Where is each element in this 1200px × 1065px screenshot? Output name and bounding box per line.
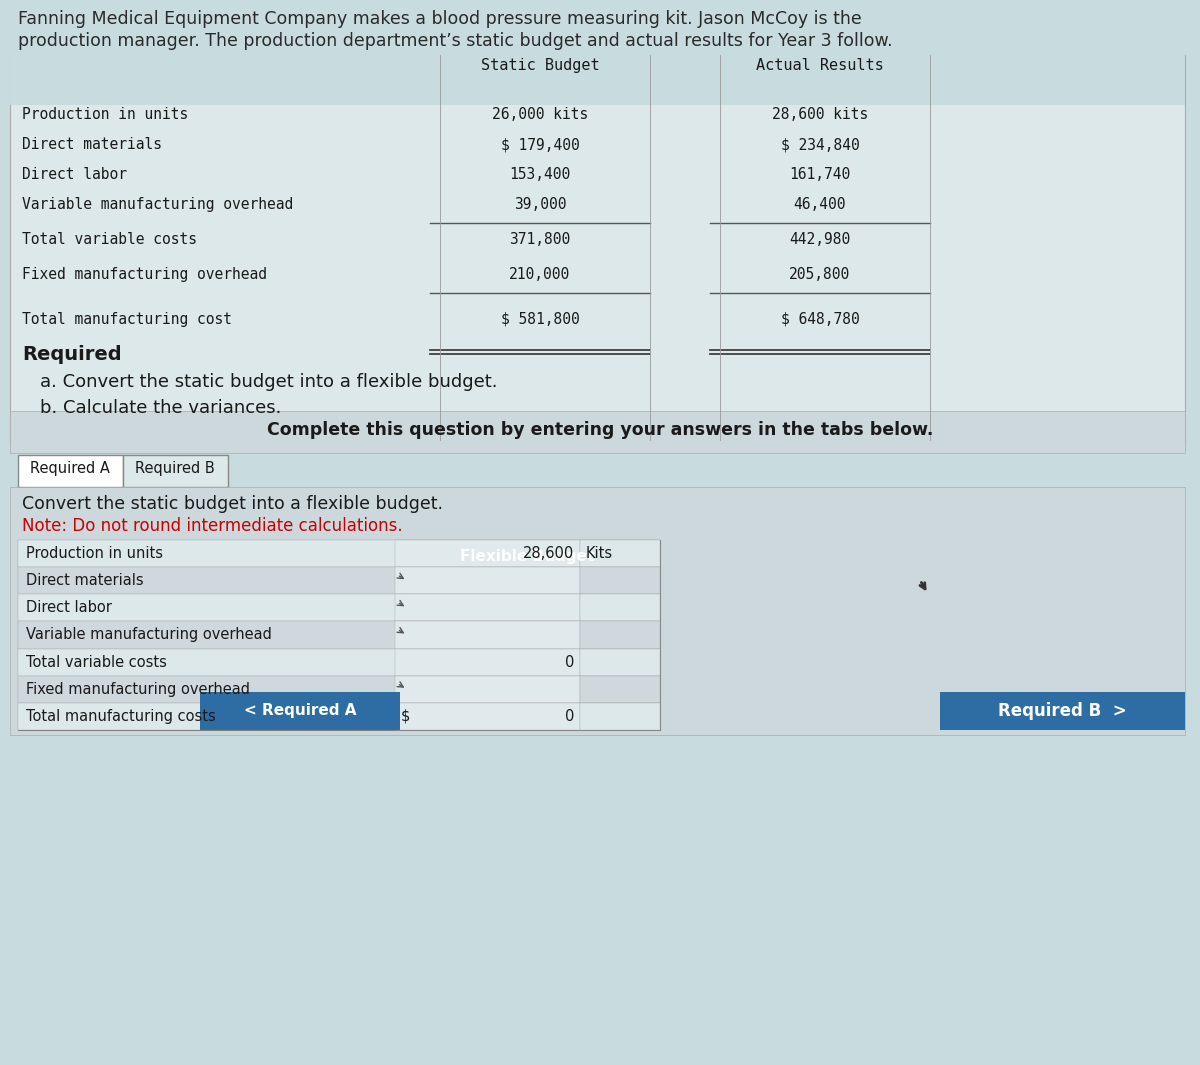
FancyBboxPatch shape bbox=[200, 692, 400, 730]
FancyBboxPatch shape bbox=[395, 540, 580, 568]
Text: Fanning Medical Equipment Company makes a blood pressure measuring kit. Jason Mc: Fanning Medical Equipment Company makes … bbox=[18, 10, 862, 28]
Text: Production in units: Production in units bbox=[22, 106, 188, 122]
Text: 210,000: 210,000 bbox=[509, 267, 571, 282]
Text: < Required A: < Required A bbox=[244, 704, 356, 719]
FancyBboxPatch shape bbox=[10, 55, 1186, 105]
Text: a. Convert the static budget into a flexible budget.: a. Convert the static budget into a flex… bbox=[40, 373, 498, 391]
Text: Production in units: Production in units bbox=[26, 546, 163, 561]
Text: 28,600: 28,600 bbox=[523, 546, 574, 561]
Text: Static Budget: Static Budget bbox=[481, 58, 599, 73]
Text: b. Calculate the variances.: b. Calculate the variances. bbox=[40, 399, 281, 417]
Text: Total manufacturing cost: Total manufacturing cost bbox=[22, 312, 232, 327]
Text: 39,000: 39,000 bbox=[514, 197, 566, 212]
FancyBboxPatch shape bbox=[124, 455, 228, 487]
FancyBboxPatch shape bbox=[10, 55, 1186, 445]
FancyBboxPatch shape bbox=[18, 703, 660, 730]
Text: Required B: Required B bbox=[136, 461, 215, 476]
Text: 28,600 kits: 28,600 kits bbox=[772, 106, 868, 122]
FancyBboxPatch shape bbox=[18, 594, 660, 622]
Text: $ 581,800: $ 581,800 bbox=[500, 312, 580, 327]
Text: Kits: Kits bbox=[586, 546, 613, 561]
FancyBboxPatch shape bbox=[395, 649, 580, 675]
Text: Variable manufacturing overhead: Variable manufacturing overhead bbox=[26, 627, 272, 642]
FancyBboxPatch shape bbox=[580, 540, 660, 568]
FancyBboxPatch shape bbox=[395, 594, 580, 622]
FancyBboxPatch shape bbox=[395, 622, 580, 649]
Text: Convert the static budget into a flexible budget.: Convert the static budget into a flexibl… bbox=[22, 495, 443, 513]
Text: 46,400: 46,400 bbox=[793, 197, 846, 212]
Text: Complete this question by entering your answers in the tabs below.: Complete this question by entering your … bbox=[266, 421, 934, 439]
Text: 371,800: 371,800 bbox=[509, 232, 571, 247]
FancyBboxPatch shape bbox=[580, 594, 660, 622]
Text: Required: Required bbox=[22, 345, 121, 364]
Text: Note: Do not round intermediate calculations.: Note: Do not round intermediate calculat… bbox=[22, 517, 403, 535]
Text: $ 648,780: $ 648,780 bbox=[781, 312, 859, 327]
FancyBboxPatch shape bbox=[395, 540, 660, 575]
FancyBboxPatch shape bbox=[580, 568, 660, 594]
Text: Fixed manufacturing overhead: Fixed manufacturing overhead bbox=[22, 267, 266, 282]
Text: Variable manufacturing overhead: Variable manufacturing overhead bbox=[22, 197, 293, 212]
FancyBboxPatch shape bbox=[10, 411, 1186, 453]
Text: $: $ bbox=[401, 709, 410, 724]
Text: $ 234,840: $ 234,840 bbox=[781, 137, 859, 152]
Text: Required A: Required A bbox=[30, 461, 110, 476]
Text: Total variable costs: Total variable costs bbox=[26, 655, 167, 670]
Text: Direct labor: Direct labor bbox=[26, 601, 112, 616]
FancyBboxPatch shape bbox=[395, 675, 580, 703]
Text: Total variable costs: Total variable costs bbox=[22, 232, 197, 247]
FancyBboxPatch shape bbox=[18, 622, 660, 649]
Text: 442,980: 442,980 bbox=[790, 232, 851, 247]
Text: Direct materials: Direct materials bbox=[26, 573, 144, 588]
Text: Actual Results: Actual Results bbox=[756, 58, 884, 73]
FancyBboxPatch shape bbox=[395, 703, 580, 730]
FancyBboxPatch shape bbox=[580, 649, 660, 675]
Text: production manager. The production department’s static budget and actual results: production manager. The production depar… bbox=[18, 32, 893, 50]
Text: Direct labor: Direct labor bbox=[22, 167, 127, 182]
Text: Direct materials: Direct materials bbox=[22, 137, 162, 152]
Text: $ 179,400: $ 179,400 bbox=[500, 137, 580, 152]
FancyBboxPatch shape bbox=[18, 649, 660, 675]
Text: 0: 0 bbox=[565, 709, 574, 724]
Text: 153,400: 153,400 bbox=[509, 167, 571, 182]
Text: 26,000 kits: 26,000 kits bbox=[492, 106, 588, 122]
FancyBboxPatch shape bbox=[10, 487, 1186, 735]
FancyBboxPatch shape bbox=[395, 568, 580, 594]
FancyBboxPatch shape bbox=[18, 455, 124, 487]
FancyBboxPatch shape bbox=[940, 692, 1186, 730]
Text: 205,800: 205,800 bbox=[790, 267, 851, 282]
FancyBboxPatch shape bbox=[580, 675, 660, 703]
FancyBboxPatch shape bbox=[18, 568, 660, 594]
Text: 161,740: 161,740 bbox=[790, 167, 851, 182]
Text: Required B  >: Required B > bbox=[997, 702, 1127, 720]
FancyBboxPatch shape bbox=[18, 540, 660, 568]
FancyBboxPatch shape bbox=[18, 675, 660, 703]
Text: Total manufacturing costs: Total manufacturing costs bbox=[26, 709, 216, 724]
Text: Fixed manufacturing overhead: Fixed manufacturing overhead bbox=[26, 682, 250, 697]
Text: Flexible Budget: Flexible Budget bbox=[461, 550, 595, 564]
FancyBboxPatch shape bbox=[580, 622, 660, 649]
Text: 0: 0 bbox=[565, 655, 574, 670]
FancyBboxPatch shape bbox=[580, 703, 660, 730]
